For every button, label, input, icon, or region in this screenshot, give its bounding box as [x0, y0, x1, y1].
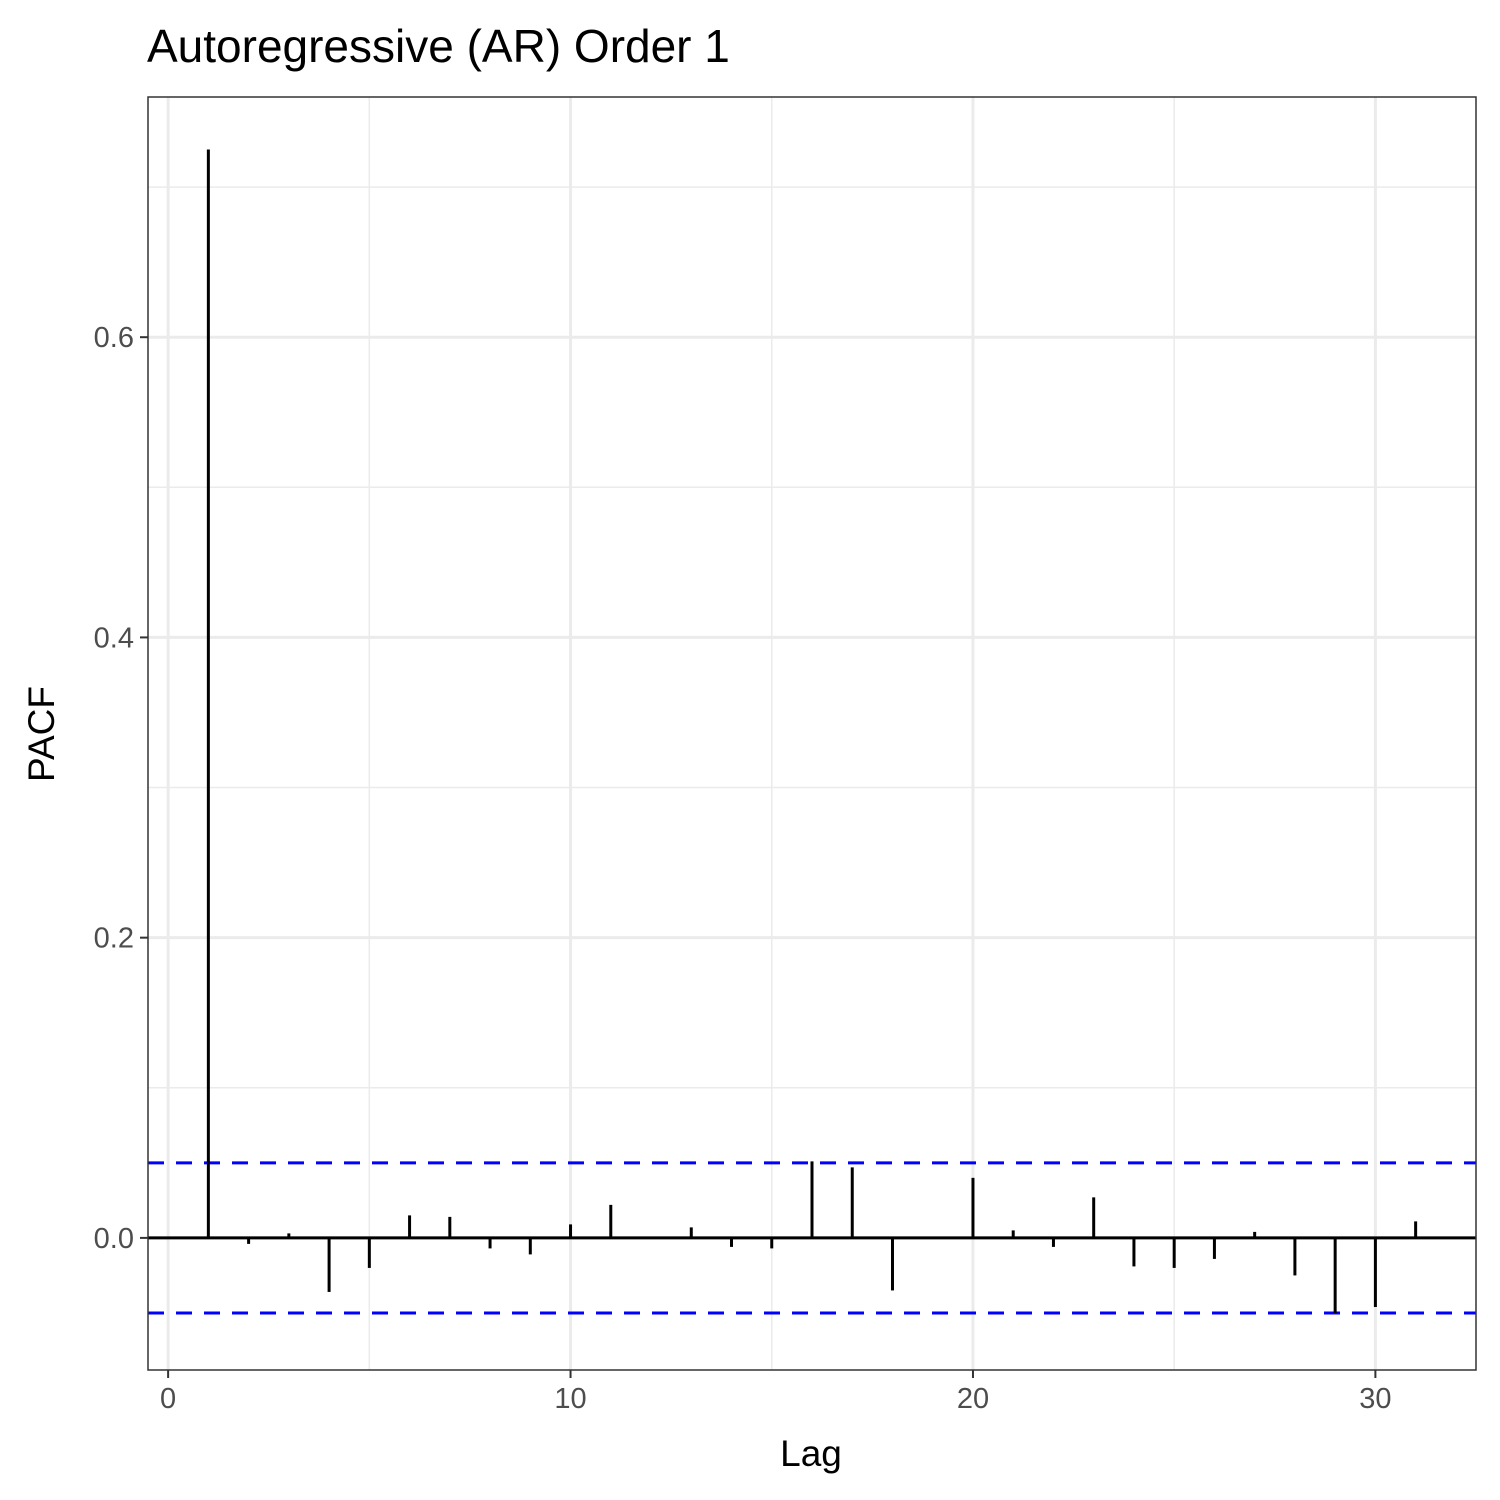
x-tick-label: 0 — [160, 1383, 176, 1415]
x-tick-label: 30 — [1359, 1383, 1391, 1415]
y-tick-label: 0.6 — [94, 322, 134, 354]
panel-border — [147, 96, 1477, 1371]
x-tick-label: 10 — [554, 1383, 586, 1415]
y-tick-label: 0.2 — [94, 923, 134, 955]
confidence-bounds — [148, 1161, 1476, 1315]
pacf-bars — [148, 149, 1476, 1313]
y-axis-title: PACF — [21, 686, 62, 782]
x-axis-title: Lag — [780, 1433, 842, 1474]
panel-frame — [147, 96, 1477, 1371]
x-tick-label: 20 — [957, 1383, 989, 1415]
y-tick-label: 0.0 — [94, 1223, 134, 1255]
axis-ticks: 0 10 20 30 0.0 0.2 0.4 0.6 — [94, 322, 1392, 1415]
chart-title: Autoregressive (AR) Order 1 — [147, 20, 730, 72]
y-tick-label: 0.4 — [94, 622, 134, 654]
